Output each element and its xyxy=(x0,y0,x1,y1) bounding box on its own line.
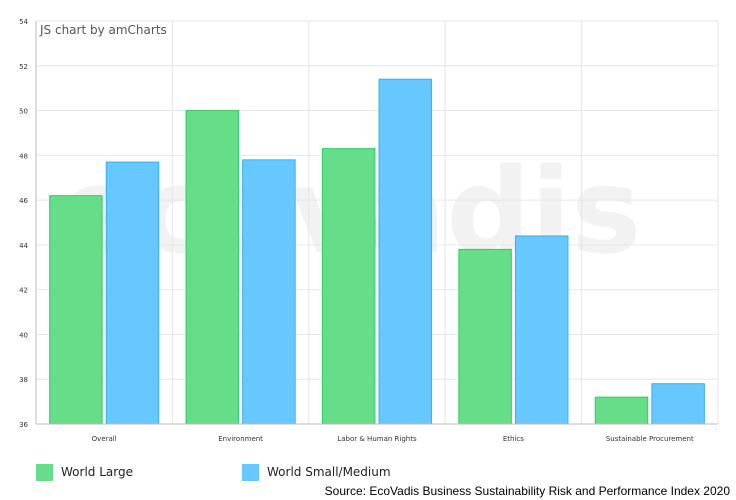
bar-world-large xyxy=(594,396,649,425)
y-tick-label: 46 xyxy=(19,197,28,205)
x-tick-label: Environment xyxy=(218,435,263,443)
legend-swatch-world-small-medium xyxy=(242,463,259,481)
x-tick-label: Sustainable Procurement xyxy=(606,435,694,443)
legend-label-world-large: World Large xyxy=(61,465,133,479)
legend-item-world-small-medium[interactable]: World Small/Medium xyxy=(242,462,391,482)
legend-item-world-large[interactable]: World Large xyxy=(36,462,133,482)
bar-world-small-medium xyxy=(105,161,160,425)
x-tick-label: Labor & Human Rights xyxy=(337,435,417,443)
y-tick-label: 38 xyxy=(19,376,28,384)
legend-label-world-small-medium: World Small/Medium xyxy=(267,465,391,479)
y-tick-label: 52 xyxy=(19,63,28,71)
y-tick-label: 42 xyxy=(19,287,28,295)
y-tick-label: 44 xyxy=(19,242,28,250)
bar-world-large xyxy=(185,110,240,425)
bar-world-large xyxy=(321,148,376,425)
y-tick-label: 36 xyxy=(19,421,28,429)
source-note: Source: EcoVadis Business Sustainability… xyxy=(324,484,730,498)
bar-chart: ecovadis36384042444648505254OverallEnvir… xyxy=(19,18,719,443)
y-tick-label: 54 xyxy=(19,18,28,26)
chart-area: ecovadis36384042444648505254OverallEnvir… xyxy=(19,18,719,443)
x-tick-label: Ethics xyxy=(503,435,524,443)
bar-world-large xyxy=(458,248,512,425)
y-tick-label: 50 xyxy=(19,108,28,116)
bar-world-small-medium xyxy=(242,159,296,425)
bar-world-large xyxy=(49,195,103,425)
bar-world-small-medium xyxy=(514,235,569,425)
chart-credit[interactable]: JS chart by amCharts xyxy=(40,23,167,37)
x-tick-label: Overall xyxy=(92,435,117,443)
y-tick-label: 48 xyxy=(19,152,28,160)
y-tick-label: 40 xyxy=(19,331,28,339)
bar-world-small-medium xyxy=(378,78,433,425)
legend-swatch-world-large xyxy=(36,463,53,481)
bar-world-small-medium xyxy=(651,383,705,425)
